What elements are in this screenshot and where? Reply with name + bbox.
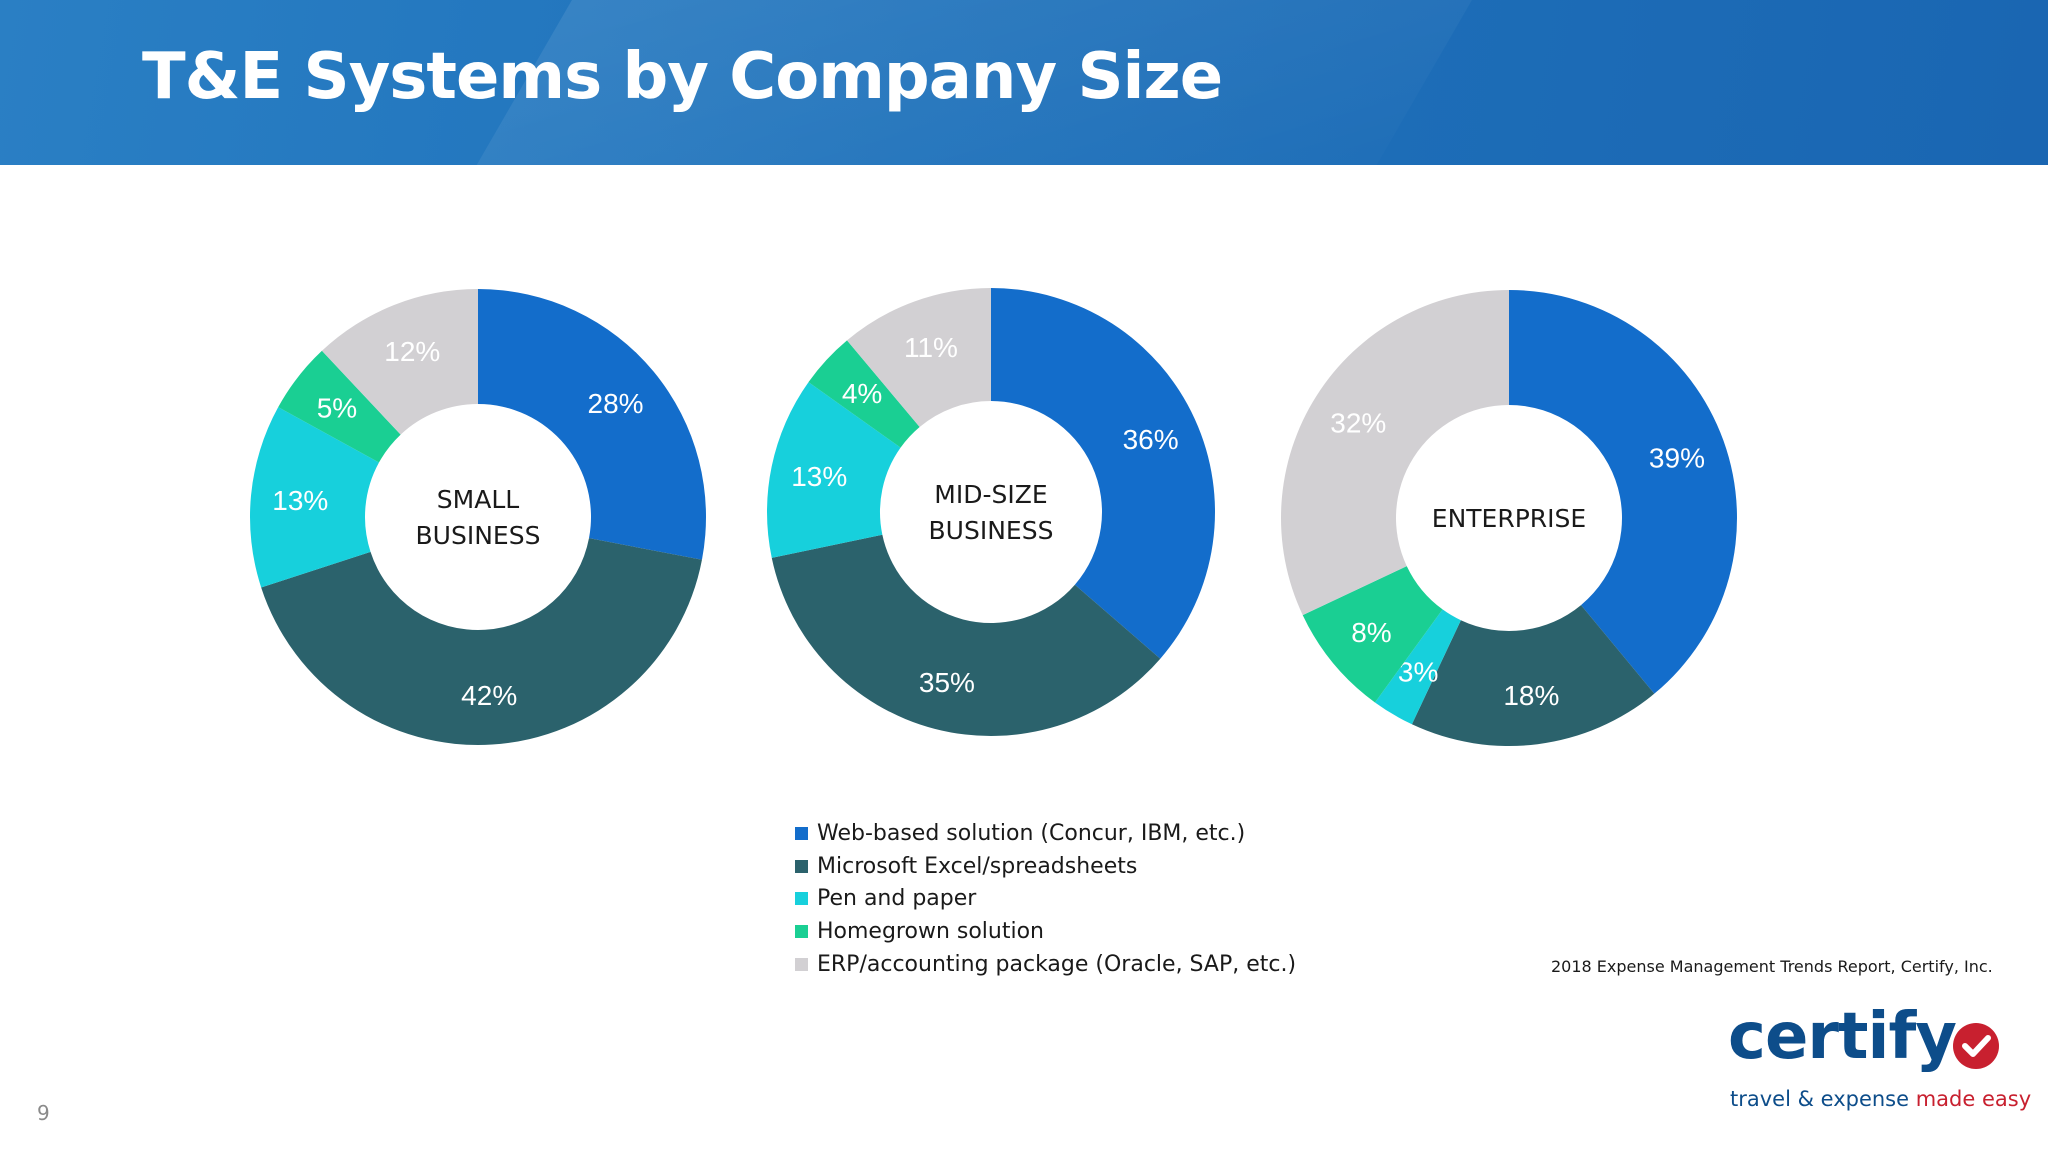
legend-swatch-erp [795,957,808,971]
legend-swatch-pen-paper [795,892,808,906]
chart-legend: Web-based solution (Concur, IBM, etc.) M… [795,817,1296,980]
slice-web-based [1509,290,1737,694]
slice-web-based [478,289,706,560]
data-label-excel: 18% [1503,680,1559,711]
logo-tagline: travel & expense made easy [1730,1087,2031,1111]
legend-label-web-based: Web-based solution (Concur, IBM, etc.) [817,820,1246,846]
slice-homegrown [278,350,401,463]
title-banner: T&E Systems by Company Size [0,0,2048,165]
slice-homegrown [808,340,920,448]
page-number: 9 [37,1101,50,1125]
data-label-web-based: 36% [1123,424,1179,455]
donut-chart-mid-size-business: 36% 35% 13% 4% 11% MID-SIZE BUSINESS [767,288,1216,737]
donut-chart-small-business: 28% 42% 13% 5% 12% SMALL BUSINESS [249,289,706,746]
slide-title: T&E Systems by Company Size [142,40,1223,114]
data-label-pen-paper: 13% [272,485,328,516]
legend-item-excel: Microsoft Excel/spreadsheets [795,850,1296,883]
legend-item-pen-paper: Pen and paper [795,882,1296,915]
slice-excel [771,534,1161,737]
legend-item-homegrown: Homegrown solution [795,915,1296,948]
logo-tagline-part2: made easy [1915,1087,2032,1111]
center-label: SMALL [437,485,519,514]
legend-item-erp: ERP/accounting package (Oracle, SAP, etc… [795,948,1296,981]
center-label: BUSINESS [416,521,541,550]
data-label-homegrown: 4% [842,378,882,409]
data-label-pen-paper: 13% [791,461,847,492]
data-label-erp: 12% [384,336,440,367]
data-label-erp: 11% [904,332,958,363]
legend-swatch-excel [795,859,808,873]
legend-label-erp: ERP/accounting package (Oracle, SAP, etc… [817,951,1297,977]
data-label-homegrown: 8% [1351,617,1391,648]
data-label-excel: 35% [919,667,975,698]
slice-erp [321,289,478,435]
slice-erp [1280,290,1509,616]
slice-pen-paper [767,382,901,558]
data-label-web-based: 28% [588,388,644,419]
legend-swatch-homegrown [795,924,808,938]
source-citation: 2018 Expense Management Trends Report, C… [1551,957,1993,976]
logo-tagline-part1: travel & expense [1730,1087,1916,1111]
center-label: BUSINESS [929,516,1054,545]
checkmark-badge-icon [1953,1023,1999,1069]
logo-wordmark: certify [1728,1000,1957,1074]
legend-label-pen-paper: Pen and paper [817,886,977,912]
slice-homegrown [1302,566,1443,703]
center-label: ENTERPRISE [1432,504,1586,533]
data-label-excel: 42% [461,680,517,711]
legend-label-homegrown: Homegrown solution [817,918,1045,944]
slice-pen-paper [1374,609,1461,725]
slice-excel [261,538,702,746]
slice-erp [847,288,991,427]
slice-excel [1411,605,1655,746]
data-label-web-based: 39% [1649,443,1705,474]
certify-logo: certify travel & expense made easy [1728,1000,2031,1115]
legend-label-excel: Microsoft Excel/spreadsheets [817,853,1138,879]
center-label: MID-SIZE [934,480,1047,509]
slice-pen-paper [249,407,379,588]
data-label-homegrown: 5% [317,393,357,424]
legend-item-web-based: Web-based solution (Concur, IBM, etc.) [795,817,1296,850]
data-label-erp: 32% [1330,407,1386,438]
legend-swatch-web-based [795,826,808,840]
donut-chart-enterprise: 39% 18% 3%8% 32% ENTERPRISE [1280,290,1737,746]
slice-web-based [991,288,1216,659]
data-label-pen-paper: 3% [1398,657,1438,688]
